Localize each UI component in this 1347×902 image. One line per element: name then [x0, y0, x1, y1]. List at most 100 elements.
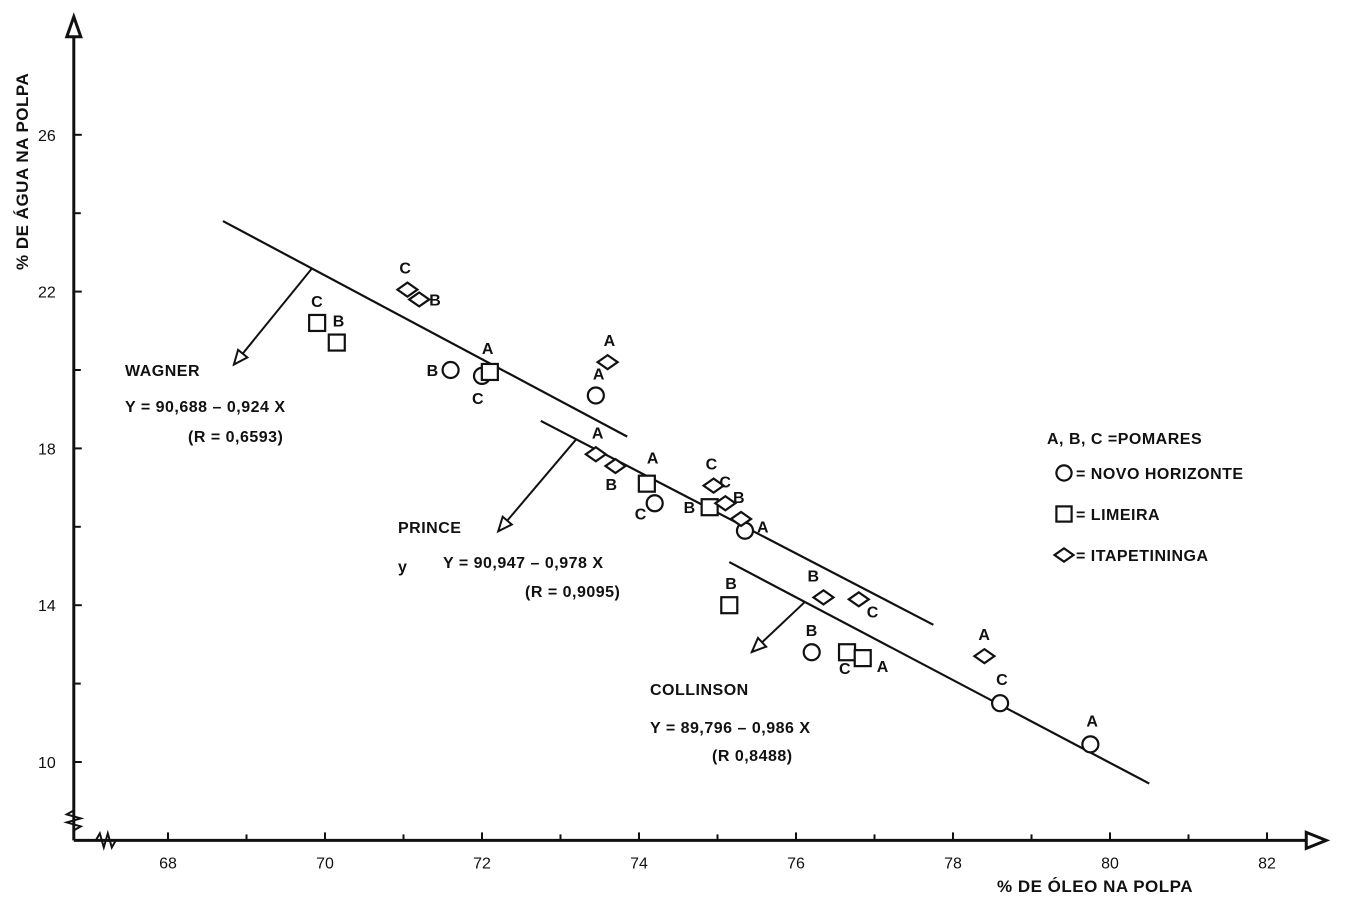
point-label: B: [684, 500, 696, 517]
y-tick-label: 26: [38, 128, 56, 145]
x-axis-break: [94, 829, 117, 852]
data-point-diamond: [395, 281, 420, 298]
x-tick-label: 80: [1101, 855, 1119, 872]
r-value-collinson: (R 0,8488): [712, 748, 793, 765]
data-point-diamond: [713, 494, 738, 512]
line-name-collinson: COLLINSON: [650, 682, 749, 699]
data-point-circle: [802, 643, 821, 662]
r-value-wagner: (R = 0,6593): [188, 429, 283, 446]
data-point-diamond: [846, 590, 871, 608]
data-point-square: [308, 313, 327, 333]
data-point-diamond: [583, 445, 608, 463]
point-label: C: [719, 474, 731, 491]
point-label: C: [399, 261, 411, 278]
point-label: C: [996, 672, 1008, 689]
data-point-circle: [990, 694, 1010, 713]
data-point-square: [837, 643, 857, 662]
y-axis-arrow: [64, 12, 83, 39]
data-point-circle: [441, 360, 460, 380]
x-tick-label: 70: [316, 855, 334, 872]
equation-prince: Y = 90,947 – 0,978 X: [443, 555, 604, 572]
y-tick-label: 14: [38, 598, 56, 615]
point-label: A: [1086, 713, 1098, 730]
point-label: A: [757, 520, 769, 537]
point-label: B: [733, 490, 745, 507]
r-value-prince: (R = 0,9095): [525, 584, 620, 601]
y-tick-label: 10: [38, 755, 56, 772]
data-point-diamond: [595, 353, 620, 371]
leader-arrowhead-collinson: [750, 636, 768, 654]
data-point-diamond: [701, 477, 726, 494]
x-tick-label: 74: [630, 855, 648, 872]
point-label: C: [839, 661, 851, 678]
data-point-diamond: [603, 457, 628, 475]
y-axis-label: % DE ÁGUA NA POLPA: [13, 73, 32, 270]
point-label: C: [311, 294, 323, 311]
y-tick-label: 18: [38, 441, 56, 458]
y-tick-label: 22: [38, 285, 56, 302]
legend-label: = LIMEIRA: [1076, 507, 1160, 524]
equation-collinson: Y = 89,796 – 0,986 X: [650, 720, 811, 737]
data-point-circle: [1081, 735, 1100, 754]
point-label: C: [472, 391, 484, 408]
equation-prefix-prince: y: [398, 559, 407, 576]
point-label: A: [604, 333, 616, 350]
x-tick-label: 72: [473, 855, 491, 872]
legend-marker-square: [1055, 505, 1073, 523]
legend-marker-diamond: [1052, 547, 1076, 563]
data-point-square: [637, 474, 656, 493]
leader-line-prince: [497, 438, 577, 532]
y-axis-break: [63, 809, 85, 832]
equation-wagner: Y = 90,688 – 0,924 X: [125, 399, 286, 416]
legend-label: = ITAPETININGA: [1076, 548, 1209, 565]
x-tick-label: 68: [159, 855, 177, 872]
point-label: C: [706, 457, 718, 474]
data-point-diamond: [729, 510, 753, 528]
point-label: B: [806, 623, 818, 640]
legend-label: = NOVO HORIZONTE: [1076, 466, 1244, 483]
x-axis-label: % DE ÓLEO NA POLPA: [997, 877, 1193, 896]
point-label: A: [593, 366, 605, 383]
x-tick-label: 82: [1258, 855, 1276, 872]
data-point-circle: [586, 386, 605, 405]
legend-title: A, B, C =POMARES: [1047, 431, 1202, 448]
point-label: C: [867, 604, 879, 621]
point-label: B: [605, 477, 617, 494]
annotations: WAGNER Y = 90,688 – 0,924 X (R = 0,6593) PR…: [125, 267, 811, 765]
point-label: B: [333, 314, 345, 331]
x-axis-arrow: [1304, 830, 1331, 851]
point-label: A: [592, 425, 604, 442]
point-label: A: [978, 627, 990, 644]
data-point-square: [700, 498, 719, 517]
axes: 68 70 72 74 76 78 80 82 10 14 18 22 26: [38, 12, 1331, 872]
point-label: A: [482, 341, 494, 358]
data-point-diamond: [407, 291, 432, 308]
line-name-wagner: WAGNER: [125, 363, 200, 380]
point-label: A: [877, 659, 889, 676]
data-point-square: [327, 333, 346, 352]
data-point-circle: [645, 494, 664, 513]
data-point-square: [480, 362, 499, 382]
data-point-square: [720, 596, 739, 615]
data-point-diamond: [972, 647, 997, 665]
data-point-square: [853, 649, 872, 668]
regression-line-collinson: [728, 561, 1150, 785]
line-name-prince: PRINCE: [398, 520, 461, 537]
point-label: A: [647, 451, 659, 468]
leader-arrowhead-wagner: [232, 348, 250, 367]
regression-line-wagner: [222, 220, 628, 438]
point-label: B: [725, 576, 737, 593]
point-label: B: [427, 363, 439, 380]
point-label: C: [635, 506, 647, 523]
x-tick-label: 76: [787, 855, 805, 872]
point-label: B: [429, 292, 441, 309]
leader-arrowhead-prince: [496, 515, 514, 534]
point-label: B: [807, 568, 819, 585]
legend-marker-circle: [1055, 464, 1073, 482]
legend: A, B, C =POMARES = NOVO HORIZONTE = LIMEIR…: [1047, 431, 1244, 565]
leader-line-wagner: [233, 267, 313, 366]
